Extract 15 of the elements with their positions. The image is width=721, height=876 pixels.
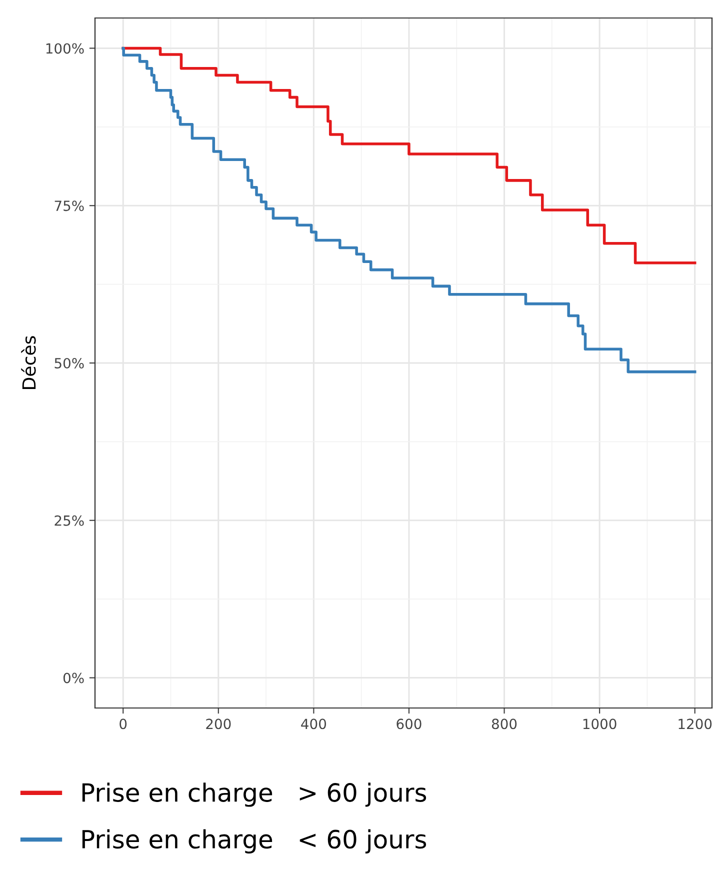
x-tick-label: 0 <box>120 718 127 730</box>
y-tick-label: 100% <box>46 43 84 54</box>
y-tick-label: 25% <box>54 515 84 526</box>
y-tick-label: 75% <box>54 200 84 212</box>
legend-label: Prise en charge < 60 jours <box>82 829 426 854</box>
y-tick-label: 0% <box>63 672 84 684</box>
y-tick-label: 50% <box>54 358 84 368</box>
x-tick-label: 800 <box>492 718 517 730</box>
y-axis-title: Décès <box>21 336 36 389</box>
legend-label: Prise en charge > 60 jours <box>82 782 426 807</box>
x-tick-label: 1200 <box>678 718 712 730</box>
x-tick-label: 1000 <box>583 718 616 730</box>
x-tick-label: 200 <box>206 718 231 730</box>
x-tick-label: 400 <box>301 718 326 730</box>
x-tick-label: 600 <box>396 718 422 730</box>
